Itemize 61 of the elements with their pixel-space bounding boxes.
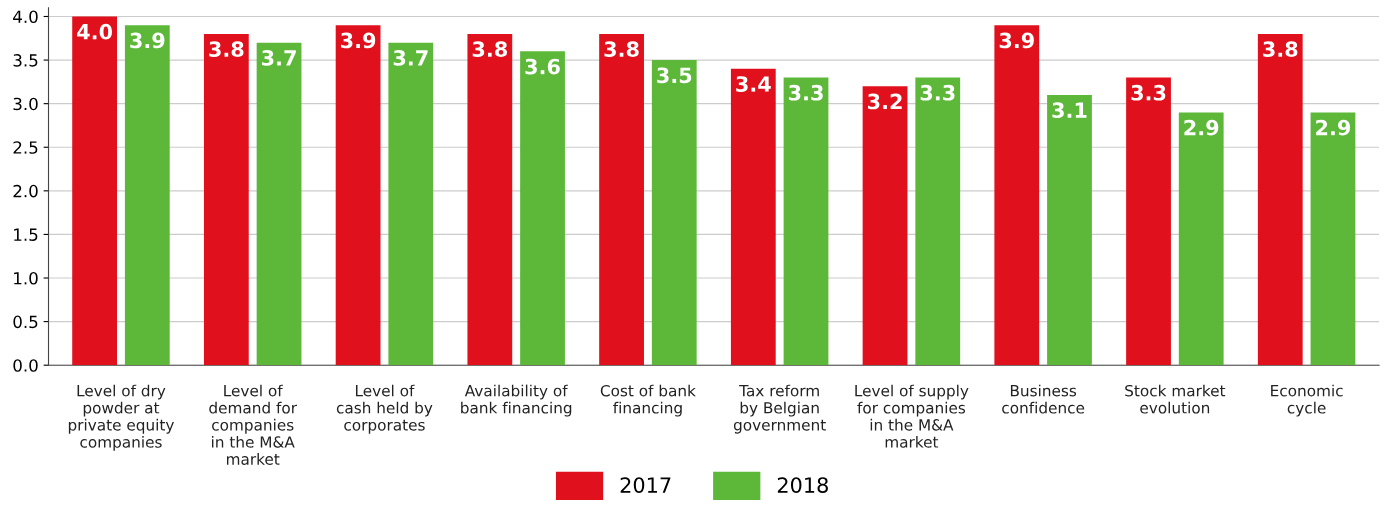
data-label: 3.7 (261, 49, 296, 66)
y-tick-label: 0.5 (13, 315, 38, 329)
legend-label: 2017 (620, 477, 671, 493)
x-tick-label: Level of cash held by corporates (336, 384, 433, 434)
bar (1047, 94, 1092, 366)
data-label: 3.8 (604, 41, 639, 58)
x-tick-label: Economic cycle (1271, 384, 1343, 417)
bar (783, 77, 829, 366)
data-label: 3.9 (341, 32, 376, 49)
data-label: 3.5 (657, 67, 692, 84)
y-tick-label: 1.0 (14, 271, 38, 285)
bar (1178, 112, 1224, 366)
bar (730, 68, 776, 366)
bar (1126, 77, 1171, 366)
bar (467, 33, 513, 366)
x-tick-label: Level of demand for companies in the M&A market (209, 384, 297, 465)
y-tick-label: 1.5 (14, 228, 38, 241)
data-label: 2.9 (1316, 119, 1351, 136)
bar (256, 42, 302, 366)
legend-label: 2018 (777, 477, 828, 493)
y-tick-label: 3.5 (13, 54, 38, 67)
bar (335, 25, 381, 366)
y-tick-label: 2.5 (13, 141, 38, 154)
bar (72, 16, 118, 366)
x-tick-label: Cost of bank financing (600, 384, 696, 417)
data-label: 3.3 (920, 84, 955, 101)
data-label: 3.8 (1263, 41, 1298, 58)
data-label: 3.9 (999, 32, 1034, 49)
bar (1257, 33, 1303, 366)
data-label: 4.0 (77, 23, 113, 40)
x-tick-label: Stock market evolution (1125, 384, 1226, 414)
bar (203, 33, 249, 366)
x-tick-label: Business confidence (1002, 384, 1085, 414)
bar (520, 51, 565, 366)
bar (862, 86, 908, 366)
bar (1310, 112, 1356, 366)
y-tick-label: 4.0 (13, 10, 38, 24)
y-tick-label: 3.0 (13, 97, 38, 111)
bar (599, 33, 644, 366)
data-label: 3.6 (525, 58, 560, 75)
data-label: 3.4 (736, 76, 771, 92)
data-label: 3.8 (472, 41, 507, 58)
data-label: 3.2 (867, 93, 902, 110)
bar (388, 42, 434, 366)
x-tick-label: Availability of bank financing (461, 384, 572, 417)
x-tick-label: Tax reform by Belgian government (733, 384, 826, 434)
x-tick-label: Level of supply for companies in the M&A market (855, 384, 969, 448)
data-label: 2.9 (1184, 119, 1219, 136)
data-label: 3.8 (209, 41, 244, 58)
x-tick-label: Level of dry powder at private equity companies (68, 384, 174, 451)
bar (651, 60, 697, 366)
data-label: 3.9 (130, 32, 165, 49)
bar (915, 77, 961, 366)
data-label: 3.7 (393, 49, 428, 66)
bar (124, 25, 170, 366)
y-tick-label: 2.0 (13, 184, 38, 198)
bar (994, 25, 1040, 366)
data-label: 3.3 (1131, 84, 1166, 101)
data-label: 3.3 (788, 84, 823, 101)
data-label: 3.1 (1052, 102, 1087, 119)
y-tick-label: 0.0 (13, 359, 38, 372)
